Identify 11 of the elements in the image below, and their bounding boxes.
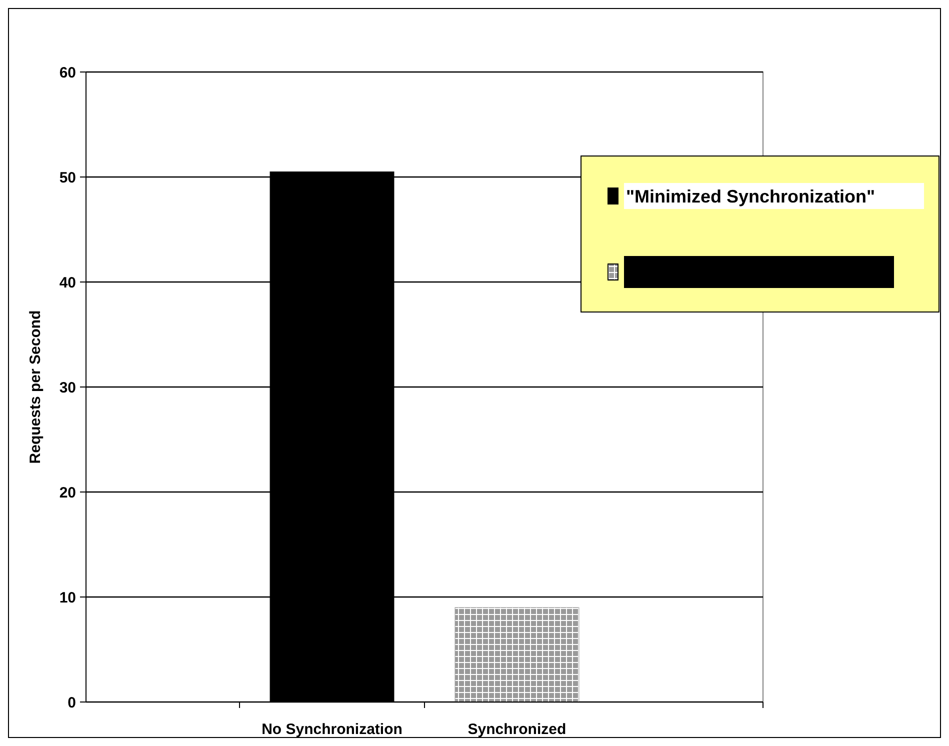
x-tick-label: Synchronized [468, 721, 566, 738]
legend-label: "Minimized Synchronization" [626, 186, 876, 206]
y-tick-label: 30 [59, 379, 76, 396]
y-tick-label: 60 [59, 64, 76, 82]
y-tick-label: 50 [59, 169, 76, 186]
y-tick-label: 40 [59, 274, 76, 292]
y-axis-title: Requests per Second [27, 310, 44, 464]
x-tick-label: No Synchronization [262, 721, 402, 738]
y-tick-label: 10 [59, 589, 76, 606]
y-tick-label: 0 [68, 694, 76, 712]
y-tick-label: 20 [59, 484, 76, 502]
